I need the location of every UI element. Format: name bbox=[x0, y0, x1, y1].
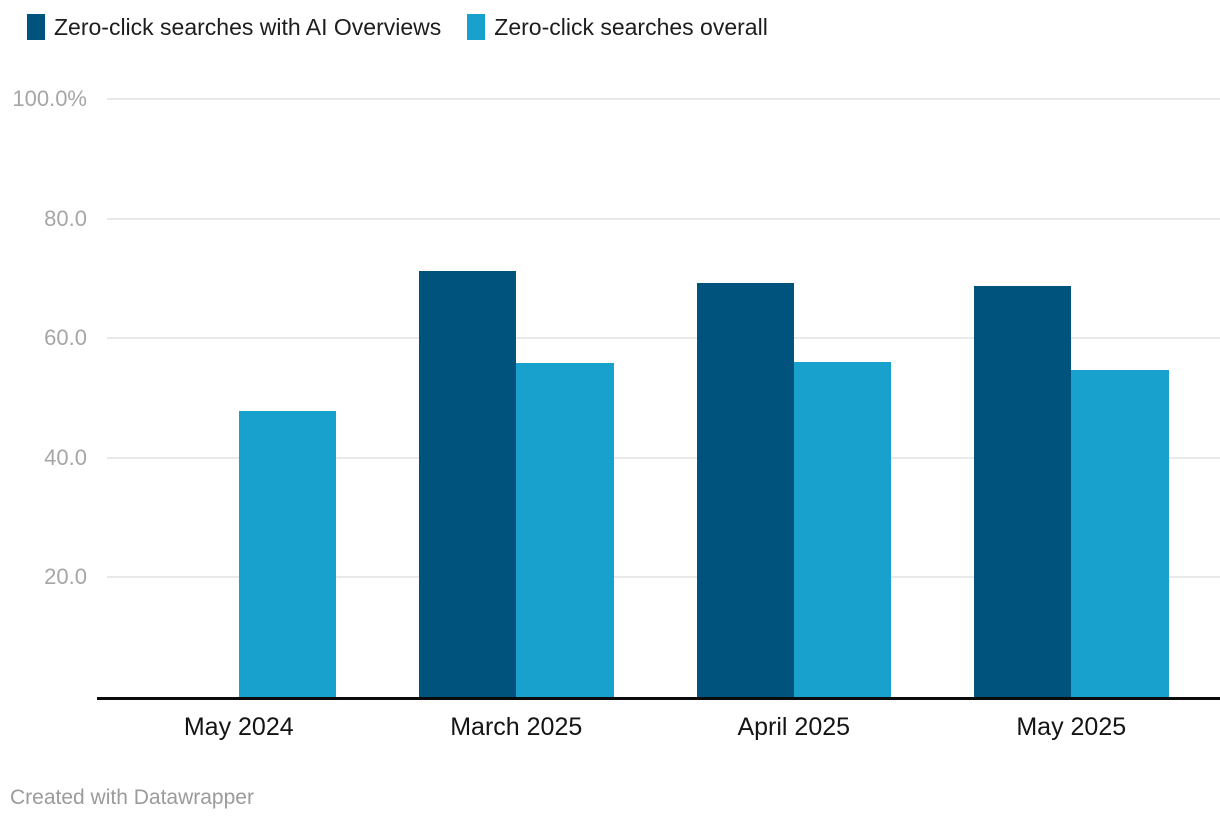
x-axis-label: March 2025 bbox=[450, 713, 583, 741]
x-axis-line bbox=[97, 697, 1220, 700]
legend-label: Zero-click searches overall bbox=[494, 14, 768, 40]
gridline-60 bbox=[107, 337, 1220, 340]
x-axis-label: April 2025 bbox=[737, 713, 851, 741]
y-tick-label: 100.0% bbox=[12, 86, 87, 111]
legend: Zero-click searches with AI Overviews Ze… bbox=[27, 12, 768, 42]
y-tick-label: 80.0 bbox=[44, 205, 87, 231]
bar-ai-overviews-3 bbox=[974, 286, 1072, 697]
x-axis-label: May 2025 bbox=[1016, 713, 1127, 741]
legend-item-overall: Zero-click searches overall bbox=[467, 12, 768, 42]
legend-item-ai-overviews: Zero-click searches with AI Overviews bbox=[27, 12, 441, 42]
gridline-80 bbox=[107, 217, 1220, 220]
bar-ai-overviews-2 bbox=[696, 283, 794, 697]
gridline-40 bbox=[107, 456, 1220, 459]
datawrapper-credit-link[interactable]: Created with Datawrapper bbox=[10, 786, 254, 809]
y-tick-label: 40.0 bbox=[44, 444, 87, 470]
bar-overall-3 bbox=[1071, 369, 1169, 697]
bar-overall-0 bbox=[238, 411, 336, 697]
legend-label: Zero-click searches with AI Overviews bbox=[54, 14, 442, 40]
gridline-20 bbox=[107, 576, 1220, 579]
x-axis-label: May 2024 bbox=[183, 713, 294, 741]
legend-swatch-ai-overviews bbox=[27, 14, 45, 40]
bar-overall-2 bbox=[793, 362, 891, 697]
legend-swatch-overall bbox=[467, 14, 486, 40]
bar-chart-plot-area: 20.0 40.0 60.0 80.0 100.0% May 2024 March 2025… bbox=[12, 86, 1220, 741]
bar-ai-overviews-1 bbox=[419, 271, 517, 697]
bar-overall-1 bbox=[516, 362, 614, 697]
gridline-100 bbox=[107, 98, 1220, 100]
y-tick-label: 60.0 bbox=[44, 325, 87, 351]
y-tick-label: 20.0 bbox=[44, 564, 87, 590]
